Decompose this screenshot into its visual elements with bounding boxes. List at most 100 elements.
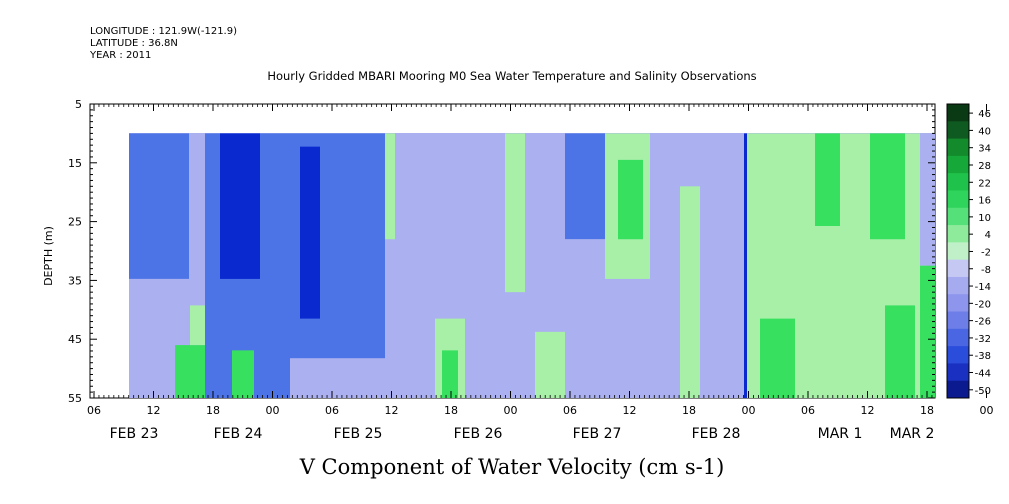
x-tick-label: 18 [444, 404, 458, 417]
colorbar-label: 16 [978, 196, 991, 207]
x-tick-label: 00 [266, 404, 280, 417]
colorbar-label: -14 [975, 282, 991, 293]
heatmap-cell [232, 350, 254, 398]
heatmap-cell [535, 331, 565, 398]
colorbar-label: -2 [981, 247, 991, 258]
colorbar-bin [947, 294, 969, 313]
colorbar-bin [947, 207, 969, 226]
x-minor-ticks [93, 104, 933, 398]
heatmap-cell [870, 133, 905, 240]
x-tick-label: 06 [87, 404, 101, 417]
heatmap-cell [565, 239, 605, 398]
x-tick-label: 12 [147, 404, 161, 417]
colorbar-bin [947, 380, 969, 399]
x-tick-label: 06 [563, 404, 577, 417]
heatmap-cell [290, 358, 385, 398]
heatmap-cell [385, 133, 395, 240]
latitude-label: LATITUDE : 36.8N [90, 38, 178, 49]
colorbar-label: -44 [975, 369, 991, 380]
year-label: YEAR : 2011 [89, 50, 151, 61]
colorbar-label: -20 [975, 299, 991, 310]
x-tick-label: 12 [385, 404, 399, 417]
heatmap-cell [565, 133, 605, 240]
heatmap-cell [920, 133, 935, 266]
chart-title: Hourly Gridded MBARI Mooring M0 Sea Wate… [267, 69, 756, 83]
colorbar-label: -38 [975, 351, 991, 362]
colorbar-label: 40 [978, 126, 991, 137]
heatmap-cell [815, 133, 840, 227]
x-tick-label: 00 [980, 404, 994, 417]
x-tick-label: 12 [861, 404, 875, 417]
x-tick-label: 12 [623, 404, 637, 417]
colorbar-bin [947, 259, 969, 278]
colorbar-bin [947, 138, 969, 157]
colorbar-bin [947, 190, 969, 209]
heatmap-cell [650, 133, 680, 398]
heatmap-cell [190, 305, 205, 346]
x-tick-label: 18 [920, 404, 934, 417]
heatmap-cell [700, 133, 745, 398]
colorbar-label: 34 [978, 144, 991, 155]
x-tick-label: 00 [504, 404, 518, 417]
colorbar-label: 4 [985, 230, 991, 241]
x-axis-label: V Component of Water Velocity (cm s-1) [299, 455, 725, 479]
colorbar-label: -8 [981, 265, 991, 276]
heatmap-cell [129, 133, 189, 279]
x-day-label: FEB 26 [454, 426, 503, 442]
colorbar-bin [947, 311, 969, 330]
heatmap-cell [220, 133, 260, 279]
colorbar-bin [947, 104, 969, 122]
y-tick-label: 15 [68, 157, 82, 170]
x-day-label: FEB 25 [334, 426, 383, 442]
x-day-label: FEB 28 [692, 426, 741, 442]
heatmap-cell [744, 133, 747, 398]
y-axis: 5 15 25 35 45 55 [68, 98, 935, 405]
x-day-label: MAR 2 [890, 426, 935, 442]
x-tick-label: 06 [325, 404, 339, 417]
heatmap-cell [920, 265, 935, 398]
colorbar-label: -32 [975, 334, 991, 345]
x-tick-label: 18 [682, 404, 696, 417]
colorbar-bin [947, 121, 969, 140]
heatmap-cell [300, 146, 320, 319]
heatmap-field [129, 133, 935, 398]
x-day-label: FEB 24 [214, 426, 263, 442]
heatmap-cell [618, 159, 643, 240]
colorbar-bin [947, 155, 969, 174]
y-tick-label: 5 [75, 98, 82, 111]
heatmap-cell [760, 318, 795, 398]
y-tick-label: 35 [68, 274, 82, 287]
colorbar-label: 22 [978, 178, 991, 189]
y-tick-label: 45 [68, 333, 82, 346]
colorbar-bin [947, 173, 969, 191]
x-day-label: FEB 23 [110, 426, 159, 442]
colorbar-label: -26 [975, 317, 991, 328]
colorbar-label: -50 [975, 386, 991, 397]
colorbar-bin [947, 363, 969, 382]
x-tick-label: 00 [742, 404, 756, 417]
heatmap-cell [465, 133, 505, 398]
heatmap-cell [680, 186, 700, 398]
x-day-label: FEB 27 [573, 426, 622, 442]
heatmap-cell [442, 350, 458, 398]
colorbar-bin [947, 328, 969, 347]
x-day-label: MAR 1 [818, 426, 863, 442]
x-axis: 0612180006121800061218000612180006121800… [87, 104, 994, 442]
colorbar-bin [947, 346, 969, 364]
heatmap-cell [175, 345, 205, 398]
x-tick-label: 06 [801, 404, 815, 417]
colorbar-label: 46 [978, 109, 991, 120]
colorbar: 46 40 34 28 22 16 10 4 -2 -8 -14 -20 -26 -32 -38 -44 -50 [946, 103, 991, 399]
y-axis-label: DEPTH (m) [42, 226, 55, 286]
colorbar-bin [947, 276, 969, 295]
y-tick-label: 55 [68, 392, 82, 405]
colorbar-bin [947, 225, 969, 243]
y-tick-label: 25 [68, 216, 82, 229]
longitude-label: LONGITUDE : 121.9W(-121.9) [90, 26, 237, 37]
colorbar-label: 28 [978, 161, 991, 172]
x-tick-label: 18 [206, 404, 220, 417]
colorbar-bin [947, 242, 969, 261]
heatmap-cell [885, 305, 915, 398]
colorbar-label: 10 [978, 213, 991, 224]
